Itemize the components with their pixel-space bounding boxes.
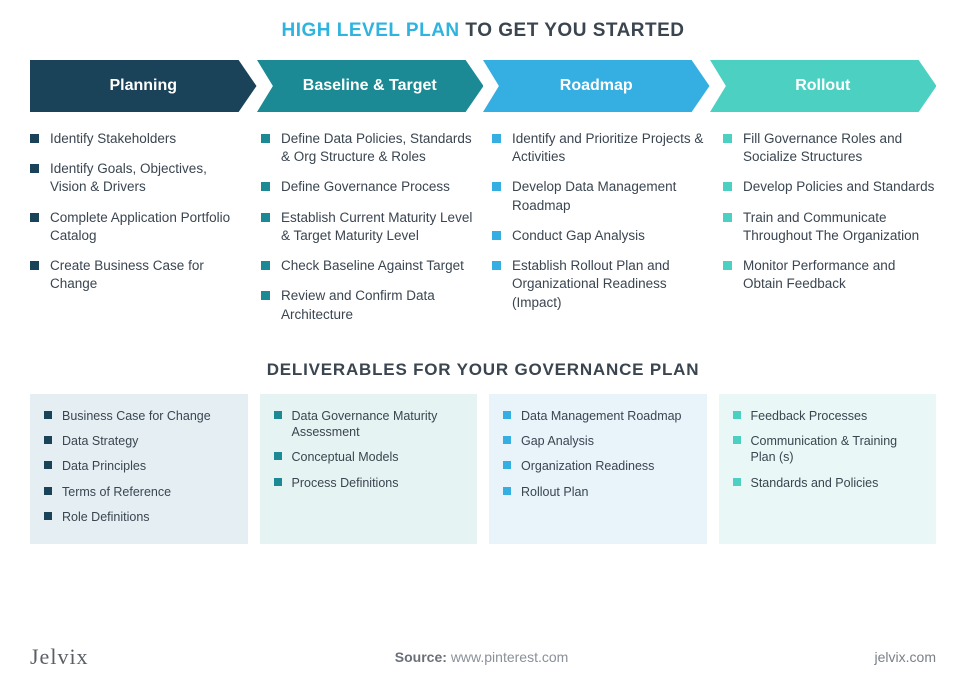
deliverables-row: Business Case for Change Data Strategy Dat… [30,394,936,544]
main-title: HIGH LEVEL PLAN TO GET YOU STARTED [30,20,936,42]
deliverable-item: Business Case for Change [44,408,234,424]
phase-arrow-label-2: Roadmap [560,77,633,95]
phase-item: Identify Stakeholders [30,130,243,148]
deliverable-item: Standards and Policies [733,475,923,491]
title-rest: TO GET YOU STARTED [460,20,685,41]
phase-column-2: Identify and Prioritize Projects & Activ… [492,130,705,336]
phase-item: Monitor Performance and Obtain Feedback [723,257,936,293]
phase-item: Conduct Gap Analysis [492,227,705,245]
source-text: www.pinterest.com [451,649,568,665]
deliverable-item: Role Definitions [44,509,234,525]
phase-item: Establish Rollout Plan and Organizationa… [492,257,705,312]
phase-item: Check Baseline Against Target [261,257,474,275]
phase-arrow-label-3: Rollout [795,77,850,95]
phase-arrow-1: Baseline & Target [257,60,484,112]
phase-item: Identify Goals, Objectives, Vision & Dri… [30,160,243,196]
phase-arrow-2: Roadmap [483,60,710,112]
logo: Jelvix [30,644,89,670]
phase-arrows-row: Planning Baseline & Target Roadmap Rollout [30,60,936,112]
deliverable-item: Data Management Roadmap [503,408,693,424]
phase-item: Define Data Policies, Standards & Org St… [261,130,474,166]
phase-item: Complete Application Portfolio Catalog [30,209,243,245]
deliverable-item: Data Governance Maturity Assessment [274,408,464,441]
phase-arrow-label-1: Baseline & Target [303,77,437,95]
phase-item: Fill Governance Roles and Socialize Stru… [723,130,936,166]
deliverable-item: Conceptual Models [274,449,464,465]
phase-item: Develop Data Management Roadmap [492,178,705,214]
phase-item: Develop Policies and Standards [723,178,936,196]
footer: Jelvix Source: www.pinterest.com jelvix.… [30,644,936,670]
title-highlight: HIGH LEVEL PLAN [281,20,459,41]
deliverable-item: Rollout Plan [503,484,693,500]
phase-arrow-0: Planning [30,60,257,112]
deliverable-item: Data Strategy [44,433,234,449]
deliverable-item: Organization Readiness [503,458,693,474]
deliverable-item: Gap Analysis [503,433,693,449]
phase-item: Review and Confirm Data Architecture [261,287,474,323]
phase-column-1: Define Data Policies, Standards & Org St… [261,130,474,336]
deliverable-box-0: Business Case for Change Data Strategy Dat… [30,394,248,544]
source-label: Source: [395,649,451,665]
phase-arrow-label-0: Planning [109,77,177,95]
site-url: jelvix.com [875,649,936,665]
phase-column-0: Identify Stakeholders Identify Goals, Obj… [30,130,243,336]
deliverable-item: Terms of Reference [44,484,234,500]
phase-columns: Identify Stakeholders Identify Goals, Obj… [30,130,936,336]
deliverable-item: Data Principles [44,458,234,474]
phase-item: Train and Communicate Throughout The Org… [723,209,936,245]
phase-item: Create Business Case for Change [30,257,243,293]
deliverable-item: Communication & Training Plan (s) [733,433,923,466]
phase-column-3: Fill Governance Roles and Socialize Stru… [723,130,936,336]
deliverables-title: DELIVERABLES FOR YOUR GOVERNANCE PLAN [30,360,936,380]
deliverable-box-1: Data Governance Maturity Assessment Conce… [260,394,478,544]
phase-item: Define Governance Process [261,178,474,196]
deliverable-box-2: Data Management Roadmap Gap Analysis Organ… [489,394,707,544]
phase-arrow-3: Rollout [710,60,937,112]
phase-item: Identify and Prioritize Projects & Activ… [492,130,705,166]
phase-item: Establish Current Maturity Level & Targe… [261,209,474,245]
deliverable-item: Feedback Processes [733,408,923,424]
deliverable-box-3: Feedback Processes Communication & Traini… [719,394,937,544]
source: Source: www.pinterest.com [395,649,569,665]
deliverable-item: Process Definitions [274,475,464,491]
